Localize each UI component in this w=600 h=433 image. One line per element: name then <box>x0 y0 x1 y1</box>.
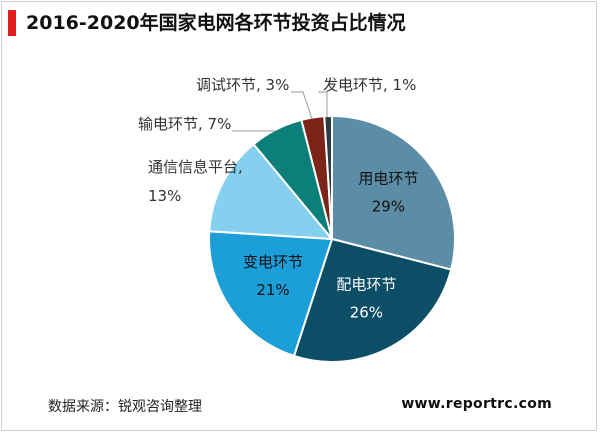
slice-label: 调试环节, 3% <box>196 76 289 94</box>
slice-label: 发电环节, 1% <box>323 76 416 94</box>
chart-title: 2016-2020年国家电网各环节投资占比情况 <box>26 12 406 34</box>
pie-slice-4 <box>208 142 335 241</box>
pie-slice-3 <box>208 230 334 358</box>
slice-label: 配电环节 <box>336 276 396 294</box>
slice-label: 变电环节 <box>243 253 303 271</box>
slice-value-label: 26% <box>350 304 383 322</box>
leader-line <box>291 91 313 120</box>
data-source-note: 数据来源：锐观咨询整理 <box>48 399 202 415</box>
slice-label: 用电环节 <box>358 169 418 187</box>
slice-value-label: 13% <box>148 187 181 205</box>
pie-slice-2 <box>292 237 453 363</box>
pie-slice-1 <box>331 114 456 271</box>
slice-value-label: 21% <box>256 281 289 299</box>
leader-line <box>318 91 328 117</box>
pie-slice-7 <box>323 114 333 240</box>
website-url: www.reportrc.com <box>401 396 552 412</box>
slice-value-label: 29% <box>372 197 405 215</box>
slice-label: 输电环节, 7% <box>138 115 231 133</box>
title-accent-bar <box>8 10 16 36</box>
slice-label: 通信信息平台, <box>148 158 243 176</box>
